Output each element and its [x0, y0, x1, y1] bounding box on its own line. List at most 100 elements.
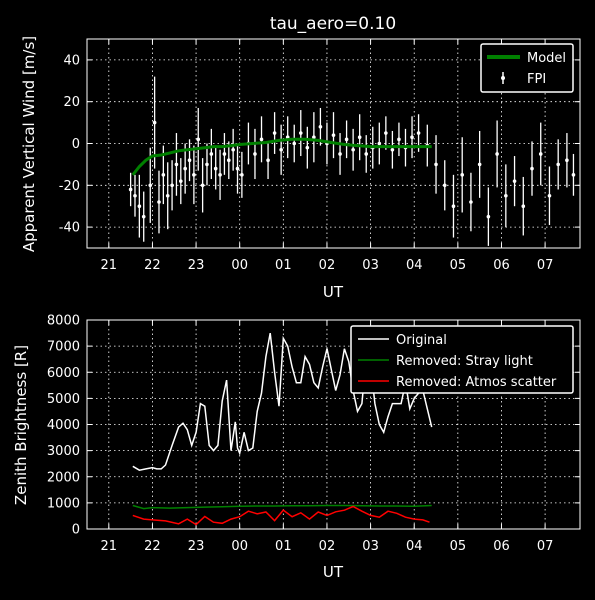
fpi-point	[253, 152, 257, 156]
fpi-point	[521, 204, 526, 208]
fpi-point	[165, 193, 170, 198]
top-frame	[86, 38, 581, 249]
fpi-point	[152, 120, 157, 125]
fpi-point	[305, 145, 310, 150]
fpi-point	[141, 214, 146, 219]
fpi-point	[213, 166, 218, 171]
y-tick-label: 6000	[47, 366, 80, 381]
x-tick-label: 22	[144, 539, 161, 554]
original-line	[132, 332, 433, 471]
top-ticks: 21 22 23 00 01 02 03 04 05 06 07 -40 -20 0 20 40	[59, 39, 580, 273]
fpi-point	[384, 131, 388, 135]
x-tick-label: 05	[450, 258, 467, 273]
fpi-series	[128, 76, 576, 246]
x-tick-label: 04	[406, 539, 423, 554]
bottom-frame	[86, 319, 581, 530]
fpi-point	[174, 162, 179, 167]
fpi-point	[148, 183, 153, 188]
legend-model-label: Model	[527, 51, 566, 66]
fpi-point	[344, 137, 349, 142]
fpi-point	[170, 183, 174, 188]
x-tick-label: 02	[319, 539, 336, 554]
fpi-point	[192, 173, 196, 177]
fpi-point	[266, 158, 270, 163]
fpi-point	[530, 166, 534, 171]
fpi-point	[495, 152, 499, 156]
fpi-point	[357, 135, 362, 140]
x-tick-label: 06	[493, 258, 510, 273]
model-line	[131, 137, 432, 176]
x-tick-label: 01	[275, 539, 292, 554]
legend-stray-label: Removed: Stray light	[396, 354, 533, 369]
fpi-point	[205, 162, 209, 167]
y-tick-label: -40	[59, 221, 80, 236]
fpi-point	[538, 152, 543, 156]
fpi-point	[187, 158, 192, 163]
chart-title: tau_aero=0.10	[270, 14, 396, 34]
fpi-point	[442, 183, 447, 188]
legend-fpi-label: FPI	[527, 72, 546, 87]
x-tick-label: 00	[231, 539, 248, 554]
stray-light-line	[132, 504, 432, 510]
fpi-point	[416, 131, 421, 135]
fpi-point	[279, 147, 283, 152]
fpi-point	[351, 147, 355, 152]
fpi-point	[469, 200, 473, 204]
x-tick-label: 07	[537, 539, 554, 554]
fpi-point	[137, 204, 142, 208]
y-tick-label: -20	[59, 179, 80, 194]
fpi-point	[364, 152, 369, 156]
fpi-point	[298, 131, 303, 135]
fpi-point	[133, 193, 137, 198]
x-tick-label: 21	[101, 258, 118, 273]
fpi-point	[331, 133, 336, 137]
x-tick-label: 23	[188, 539, 205, 554]
bottom-legend-box	[350, 325, 574, 394]
fpi-point	[161, 173, 166, 177]
x-tick-label: 01	[275, 258, 292, 273]
fpi-point	[292, 141, 297, 146]
fpi-point	[272, 131, 277, 135]
fpi-point	[209, 152, 214, 156]
brightness-panel: 21 22 23 00 01 02 03 04 05 06 07 0 1000 2000 3000 4000 5…	[12, 314, 581, 581]
fpi-point	[377, 141, 382, 146]
fpi-point	[240, 173, 244, 177]
bottom-ticks: 21 22 23 00 01 02 03 04 05 06 07 0 1000 2000 3000 4000 5…	[47, 314, 580, 554]
fpi-point	[460, 173, 465, 177]
fpi-point	[128, 187, 133, 192]
y-tick-label: 7000	[47, 340, 80, 355]
fpi-point	[571, 173, 576, 177]
x-tick-label: 05	[450, 539, 467, 554]
x-tick-label: 21	[101, 539, 118, 554]
fpi-point	[226, 158, 231, 163]
y-tick-label: 3000	[47, 444, 80, 459]
legend-atmos-label: Removed: Atmos scatter	[396, 375, 557, 390]
fpi-point	[218, 173, 222, 177]
x-tick-label: 04	[406, 258, 423, 273]
bottom-xlabel: UT	[323, 563, 344, 581]
y-tick-label: 1000	[47, 496, 80, 511]
y-tick-label: 4000	[47, 418, 80, 433]
fpi-point	[486, 214, 491, 219]
x-tick-label: 02	[319, 258, 336, 273]
y-tick-label: 5000	[47, 392, 80, 407]
fpi-point	[259, 137, 264, 142]
y-tick-label: 8000	[47, 314, 80, 329]
fpi-point	[565, 158, 569, 163]
fpi-point	[434, 162, 438, 167]
x-tick-label: 00	[231, 258, 248, 273]
fpi-point	[451, 204, 456, 208]
y-tick-label: 40	[63, 53, 80, 68]
fpi-point	[390, 147, 395, 152]
fpi-point	[512, 179, 517, 183]
fpi-point	[200, 183, 205, 188]
top-legend: Model FPI	[480, 43, 574, 93]
fpi-point	[556, 162, 560, 167]
fpi-point	[504, 193, 508, 198]
x-tick-label: 03	[362, 258, 379, 273]
bottom-legend: Original Removed: Stray light Removed: A…	[350, 325, 574, 394]
y-tick-label: 2000	[47, 470, 80, 485]
y-tick-label: 0	[72, 523, 80, 538]
y-tick-label: 20	[63, 95, 80, 110]
